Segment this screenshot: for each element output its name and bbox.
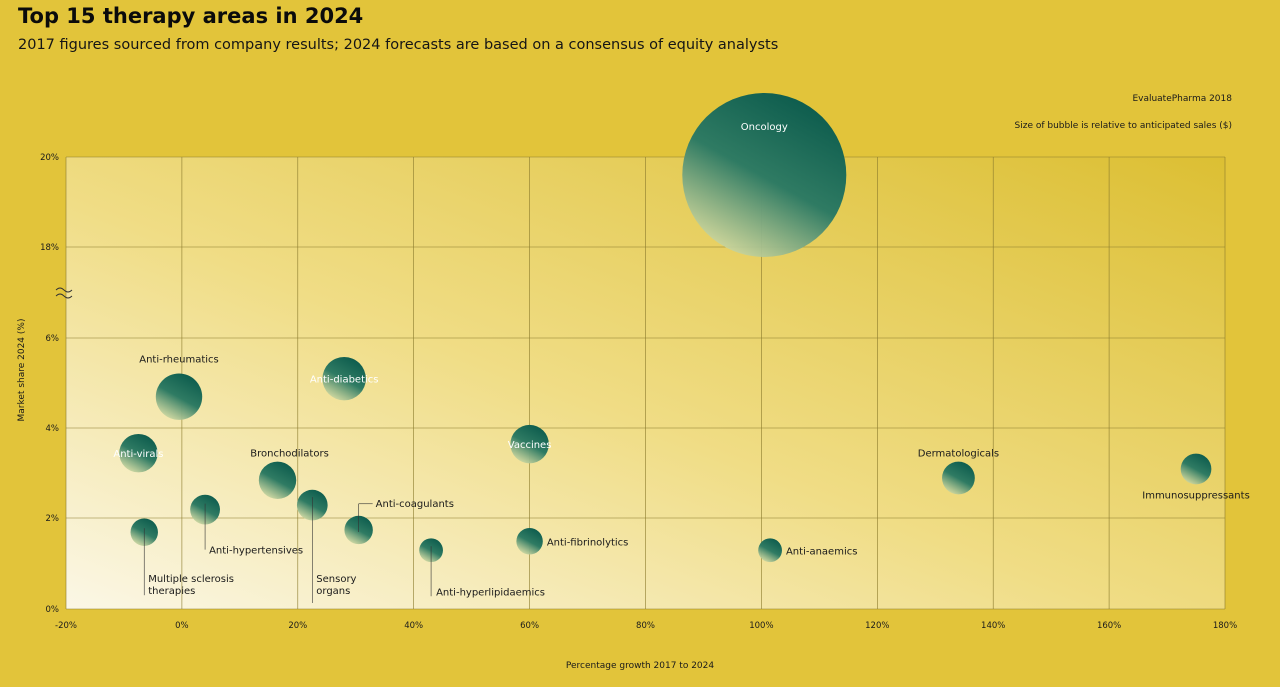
bubble-label: Anti-hypertensives — [209, 546, 303, 557]
bubble-label: Dermatologicals — [918, 449, 999, 460]
bubble-label: Immunosuppressants — [1142, 490, 1250, 501]
y-axis-label: Market share 2024 (%) — [17, 318, 27, 422]
x-tick-label: 60% — [520, 621, 539, 631]
bubble-label: Anti-virals — [113, 449, 163, 460]
bubble-point — [1180, 453, 1212, 485]
axis-break-icon — [55, 287, 73, 299]
bubble-label: Anti-rheumatics — [139, 355, 219, 366]
bubble-label: Anti-diabetics — [310, 375, 379, 386]
bubble-point — [258, 461, 297, 499]
x-tick-label: -20% — [55, 621, 77, 631]
y-tick-label: 18% — [40, 243, 59, 253]
x-tick-label: 80% — [636, 621, 655, 631]
y-tick-label: 2% — [46, 514, 60, 524]
bubble-point — [155, 373, 203, 420]
y-tick-label: 4% — [46, 424, 60, 434]
bubble-label: Bronchodilators — [250, 449, 329, 460]
x-tick-label: 180% — [1213, 621, 1237, 631]
bubble-point — [322, 356, 366, 401]
bubble-label: Anti-hyperlipidaemics — [436, 587, 545, 598]
chart-subtitle: 2017 figures sourced from company result… — [18, 37, 779, 53]
x-tick-label: 40% — [404, 621, 423, 631]
bubble-label: Anti-anaemics — [786, 546, 857, 557]
bubble-point — [516, 528, 543, 555]
bubble-point — [942, 461, 975, 495]
x-tick-label: 0% — [175, 621, 189, 631]
bubble-label: Sensory — [316, 574, 356, 585]
x-tick-label: 20% — [288, 621, 307, 631]
bubble-point — [510, 424, 549, 464]
y-tick-label: 0% — [46, 605, 60, 615]
bubble-point — [682, 93, 847, 257]
source-note: EvaluatePharma 2018 — [1132, 94, 1232, 104]
bubble-point — [758, 538, 782, 563]
bubble-label: Oncology — [741, 122, 788, 133]
x-tick-label: 140% — [981, 621, 1005, 631]
bubble-label: Anti-coagulants — [376, 499, 454, 510]
x-axis-label: Percentage growth 2017 to 2024 — [565, 661, 715, 671]
bubble-label: therapies — [148, 586, 195, 597]
x-tick-label: 160% — [1097, 621, 1121, 631]
x-tick-label: 120% — [865, 621, 889, 631]
bubble-label: Vaccines — [508, 440, 552, 451]
bubble-label: Anti-fibrinolytics — [547, 537, 629, 548]
bubble-label: Multiple sclerosis — [148, 574, 234, 585]
bubble-size-note: Size of bubble is relative to anticipate… — [1014, 121, 1232, 131]
x-tick-label: 100% — [749, 621, 773, 631]
y-tick-label: 6% — [46, 334, 60, 344]
bubble-point — [119, 433, 158, 473]
chart-title: Top 15 therapy areas in 2024 — [18, 4, 364, 28]
y-tick-label: 20% — [40, 153, 59, 163]
bubble-label: organs — [316, 586, 350, 597]
